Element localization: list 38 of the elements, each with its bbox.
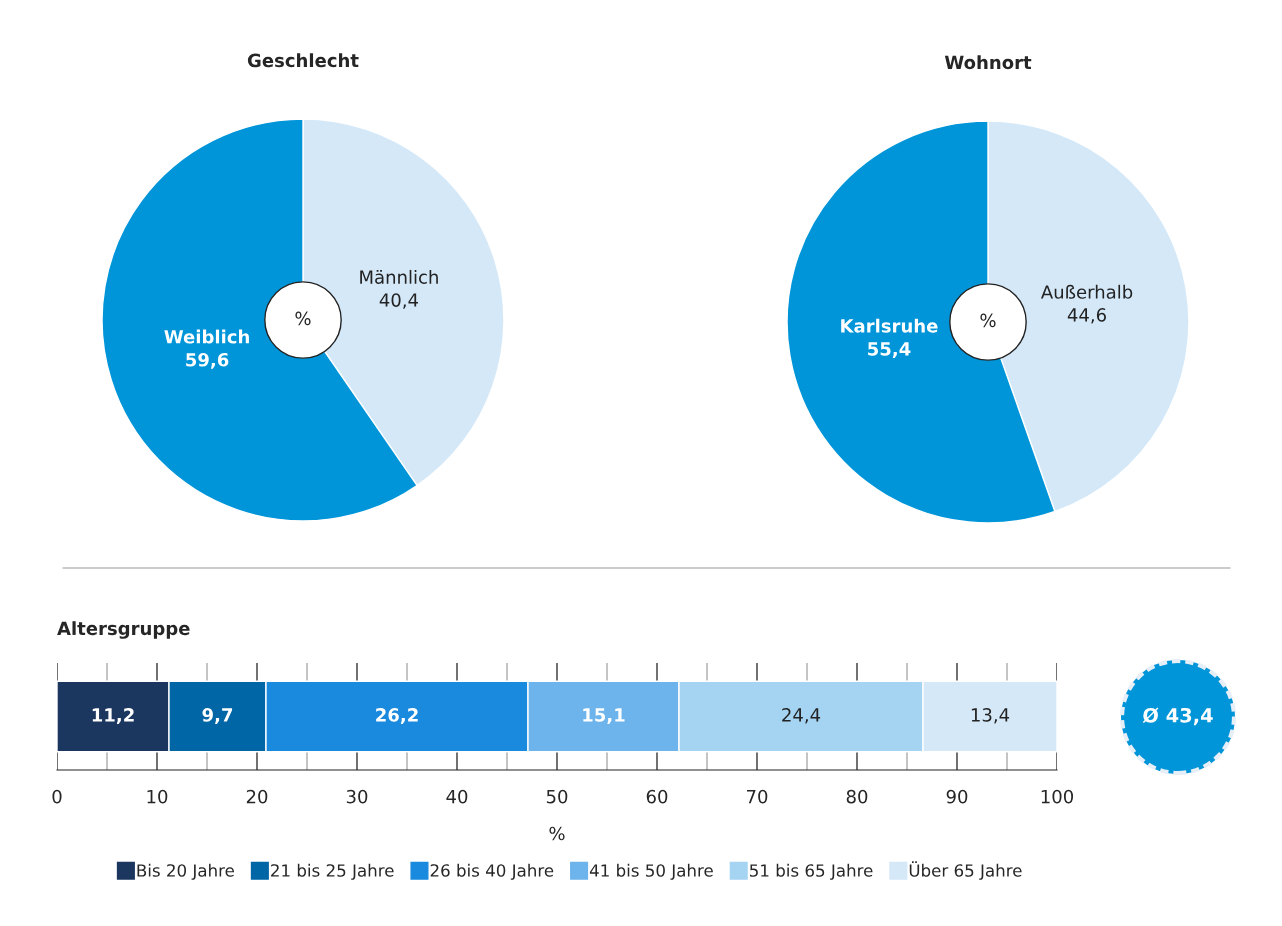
x-tick-label: 20 (246, 789, 268, 804)
data-label: 55,4 (868, 342, 911, 358)
legend-label: Über 65 Jahre (909, 861, 1022, 880)
data-label: 9,7 (202, 708, 233, 725)
x-axis-title: % (549, 826, 565, 841)
data-label: 11,2 (92, 708, 134, 725)
text: Ø 43,4 (1142, 707, 1213, 726)
legend-label: Bis 20 Jahre (137, 863, 234, 880)
slice-label: Weiblich (164, 329, 249, 344)
slice-label: Außerhalb (1040, 284, 1133, 299)
slice-label: Karlsruhe (841, 318, 938, 333)
chart-title: Wohnort (944, 55, 1032, 70)
x-tick-label: 80 (846, 789, 868, 804)
x-tick-label: 100 (1041, 789, 1074, 804)
legend-label: 26 bis 40 Jahre (430, 863, 554, 880)
legend-label: 21 bis 25 Jahre (271, 863, 394, 880)
x-tick-label: 40 (446, 789, 468, 804)
x-tick-label: 50 (546, 789, 568, 804)
data-label: 59,6 (186, 352, 229, 369)
data-label: 26,2 (376, 708, 418, 725)
data-label: 15,1 (583, 708, 625, 725)
x-tick-label: 60 (646, 789, 668, 804)
data-label: 13,4 (971, 708, 1010, 724)
legend-label: 51 bis 65 Jahre (750, 863, 873, 880)
x-tick-label: 0 (52, 789, 62, 804)
text: % (295, 311, 311, 326)
data-label: 24,4 (782, 708, 821, 724)
x-tick-label: 10 (147, 789, 168, 804)
text: % (980, 313, 996, 328)
data-label: 44,6 (1067, 308, 1106, 324)
x-tick-label: 90 (946, 789, 968, 804)
legend-label: 41 bis 50 Jahre (589, 863, 713, 880)
chart-title: Geschlecht (247, 53, 359, 68)
chart-title: Altersgruppe (57, 621, 190, 639)
x-tick-label: 70 (746, 789, 768, 804)
x-tick-label: 30 (346, 789, 368, 804)
slice-label: Männlich (360, 269, 438, 284)
data-label: 40,4 (379, 293, 419, 309)
